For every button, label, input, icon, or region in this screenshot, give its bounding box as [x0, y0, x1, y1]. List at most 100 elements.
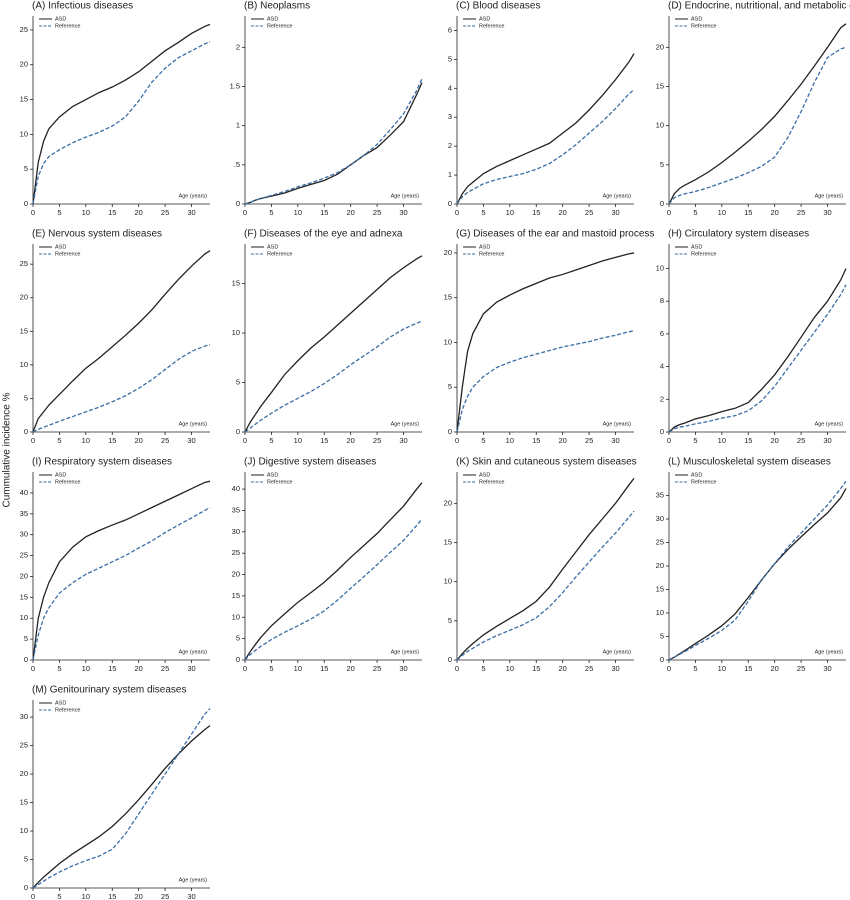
- panel-title: (I) Respiratory system diseases: [32, 457, 172, 468]
- series-line: [32, 506, 211, 661]
- x-tick-label: 15: [320, 436, 328, 445]
- legend-label: Reference: [691, 23, 716, 29]
- legend-label: Reference: [55, 251, 80, 257]
- x-tick-label: 0: [243, 436, 247, 445]
- x-tick-label: 0: [31, 892, 35, 900]
- y-tick-label: 30: [20, 530, 28, 539]
- y-tick-label: 20: [20, 60, 28, 69]
- x-tick-label: 30: [187, 436, 195, 445]
- x-tick-label: 25: [373, 436, 381, 445]
- legend-label: Reference: [267, 479, 292, 485]
- y-tick-label: 0: [236, 655, 240, 664]
- x-tick-label: 25: [373, 664, 381, 673]
- x-tick-label: 0: [667, 208, 671, 217]
- panel: (A) Infectious diseases 0 5 10 15 20 25 0 5 10 15 2…: [20, 1, 211, 217]
- x-tick-label: 25: [797, 208, 805, 217]
- legend-label: Reference: [691, 479, 716, 485]
- x-tick-label: 25: [585, 436, 593, 445]
- x-tick-label: 0: [455, 208, 459, 217]
- x-tick-label: 0: [31, 208, 35, 217]
- x-tick-label: 10: [294, 436, 302, 445]
- y-axis-label: Cummulative incidence %: [2, 392, 13, 507]
- legend-label: Reference: [691, 251, 716, 257]
- y-tick-label: 10: [656, 264, 664, 273]
- y-tick-label: 0: [660, 199, 664, 208]
- series-line: [244, 518, 423, 661]
- panel-title: (A) Infectious diseases: [32, 1, 133, 12]
- y-tick-label: 20: [656, 561, 664, 570]
- panel: (F) Diseases of the eye and adnexa 0 5 10 15…: [232, 229, 423, 445]
- y-tick-label: 5: [660, 160, 664, 169]
- y-tick-label: 0: [24, 427, 28, 436]
- panel: (K) Skin and cutaneous system diseases 0 5…: [444, 457, 637, 673]
- y-tick-label: 20: [20, 571, 28, 580]
- x-tick-label: 10: [294, 208, 302, 217]
- x-axis-label: Age (years): [391, 421, 420, 427]
- x-tick-label: 5: [57, 208, 61, 217]
- x-tick-label: 10: [718, 664, 726, 673]
- series-line: [244, 82, 423, 205]
- x-tick-label: 5: [693, 208, 697, 217]
- y-tick-label: 10: [20, 613, 28, 622]
- legend-label: Reference: [479, 251, 504, 257]
- x-tick-label: 20: [558, 664, 566, 673]
- x-tick-label: 20: [134, 664, 142, 673]
- y-tick-label: 0: [448, 655, 452, 664]
- y-tick-label: 1: [236, 121, 240, 130]
- x-tick-label: 25: [585, 208, 593, 217]
- x-tick-label: 15: [108, 208, 116, 217]
- x-tick-label: 25: [161, 664, 169, 673]
- y-tick-label: 35: [232, 505, 240, 514]
- panel-title: (G) Diseases of the ear and mastoid proc…: [456, 229, 654, 240]
- y-tick-label: 4: [660, 362, 664, 371]
- legend-label: ASD: [691, 244, 702, 250]
- x-tick-label: 5: [693, 436, 697, 445]
- legend-label: Reference: [55, 707, 80, 713]
- y-tick-label: 2: [448, 141, 452, 150]
- series-line: [668, 46, 847, 205]
- x-tick-label: 30: [611, 664, 619, 673]
- x-tick-label: 30: [611, 208, 619, 217]
- y-tick-label: 30: [20, 712, 28, 721]
- x-tick-label: 20: [134, 208, 142, 217]
- y-tick-label: 5: [236, 634, 240, 643]
- y-tick-label: 15: [656, 584, 664, 593]
- x-tick-label: 20: [770, 436, 778, 445]
- series-line: [32, 41, 211, 205]
- x-tick-label: 5: [269, 436, 273, 445]
- legend-label: ASD: [479, 472, 490, 478]
- y-tick-label: 15: [444, 537, 452, 546]
- y-tick-label: 10: [20, 826, 28, 835]
- legend-label: ASD: [267, 244, 278, 250]
- x-tick-label: 30: [187, 892, 195, 900]
- y-tick-label: 40: [20, 488, 28, 497]
- x-tick-label: 25: [161, 892, 169, 900]
- y-tick-label: 5: [448, 616, 452, 625]
- x-tick-label: 0: [667, 436, 671, 445]
- series-line: [456, 53, 635, 205]
- series-line: [456, 252, 635, 433]
- y-tick-label: 1.5: [230, 81, 240, 90]
- y-tick-label: 2: [660, 394, 664, 403]
- y-tick-label: 15: [20, 592, 28, 601]
- series-line: [32, 23, 211, 205]
- y-tick-label: 8: [660, 296, 664, 305]
- x-tick-label: 25: [373, 208, 381, 217]
- y-tick-label: 25: [20, 741, 28, 750]
- panel: (J) Digestive system diseases 0 5 10 15 20 25 3…: [232, 457, 423, 673]
- panel: (G) Diseases of the ear and mastoid proc…: [444, 229, 655, 445]
- y-tick-label: 15: [20, 326, 28, 335]
- panel: (C) Blood diseases 0 1 2 3 4 5 6 0 5 10 15 20 25 30 Age…: [448, 1, 635, 217]
- x-tick-label: 5: [269, 208, 273, 217]
- y-tick-label: 10: [20, 129, 28, 138]
- x-axis-label: Age (years): [179, 877, 208, 883]
- y-tick-label: 20: [444, 248, 452, 257]
- legend-label: ASD: [55, 472, 66, 478]
- panel-title: (E) Nervous system diseases: [32, 229, 162, 240]
- y-tick-label: .5: [234, 160, 240, 169]
- legend-label: ASD: [267, 16, 278, 22]
- x-tick-label: 20: [770, 208, 778, 217]
- x-tick-label: 10: [718, 436, 726, 445]
- x-tick-label: 25: [161, 208, 169, 217]
- legend-label: Reference: [55, 479, 80, 485]
